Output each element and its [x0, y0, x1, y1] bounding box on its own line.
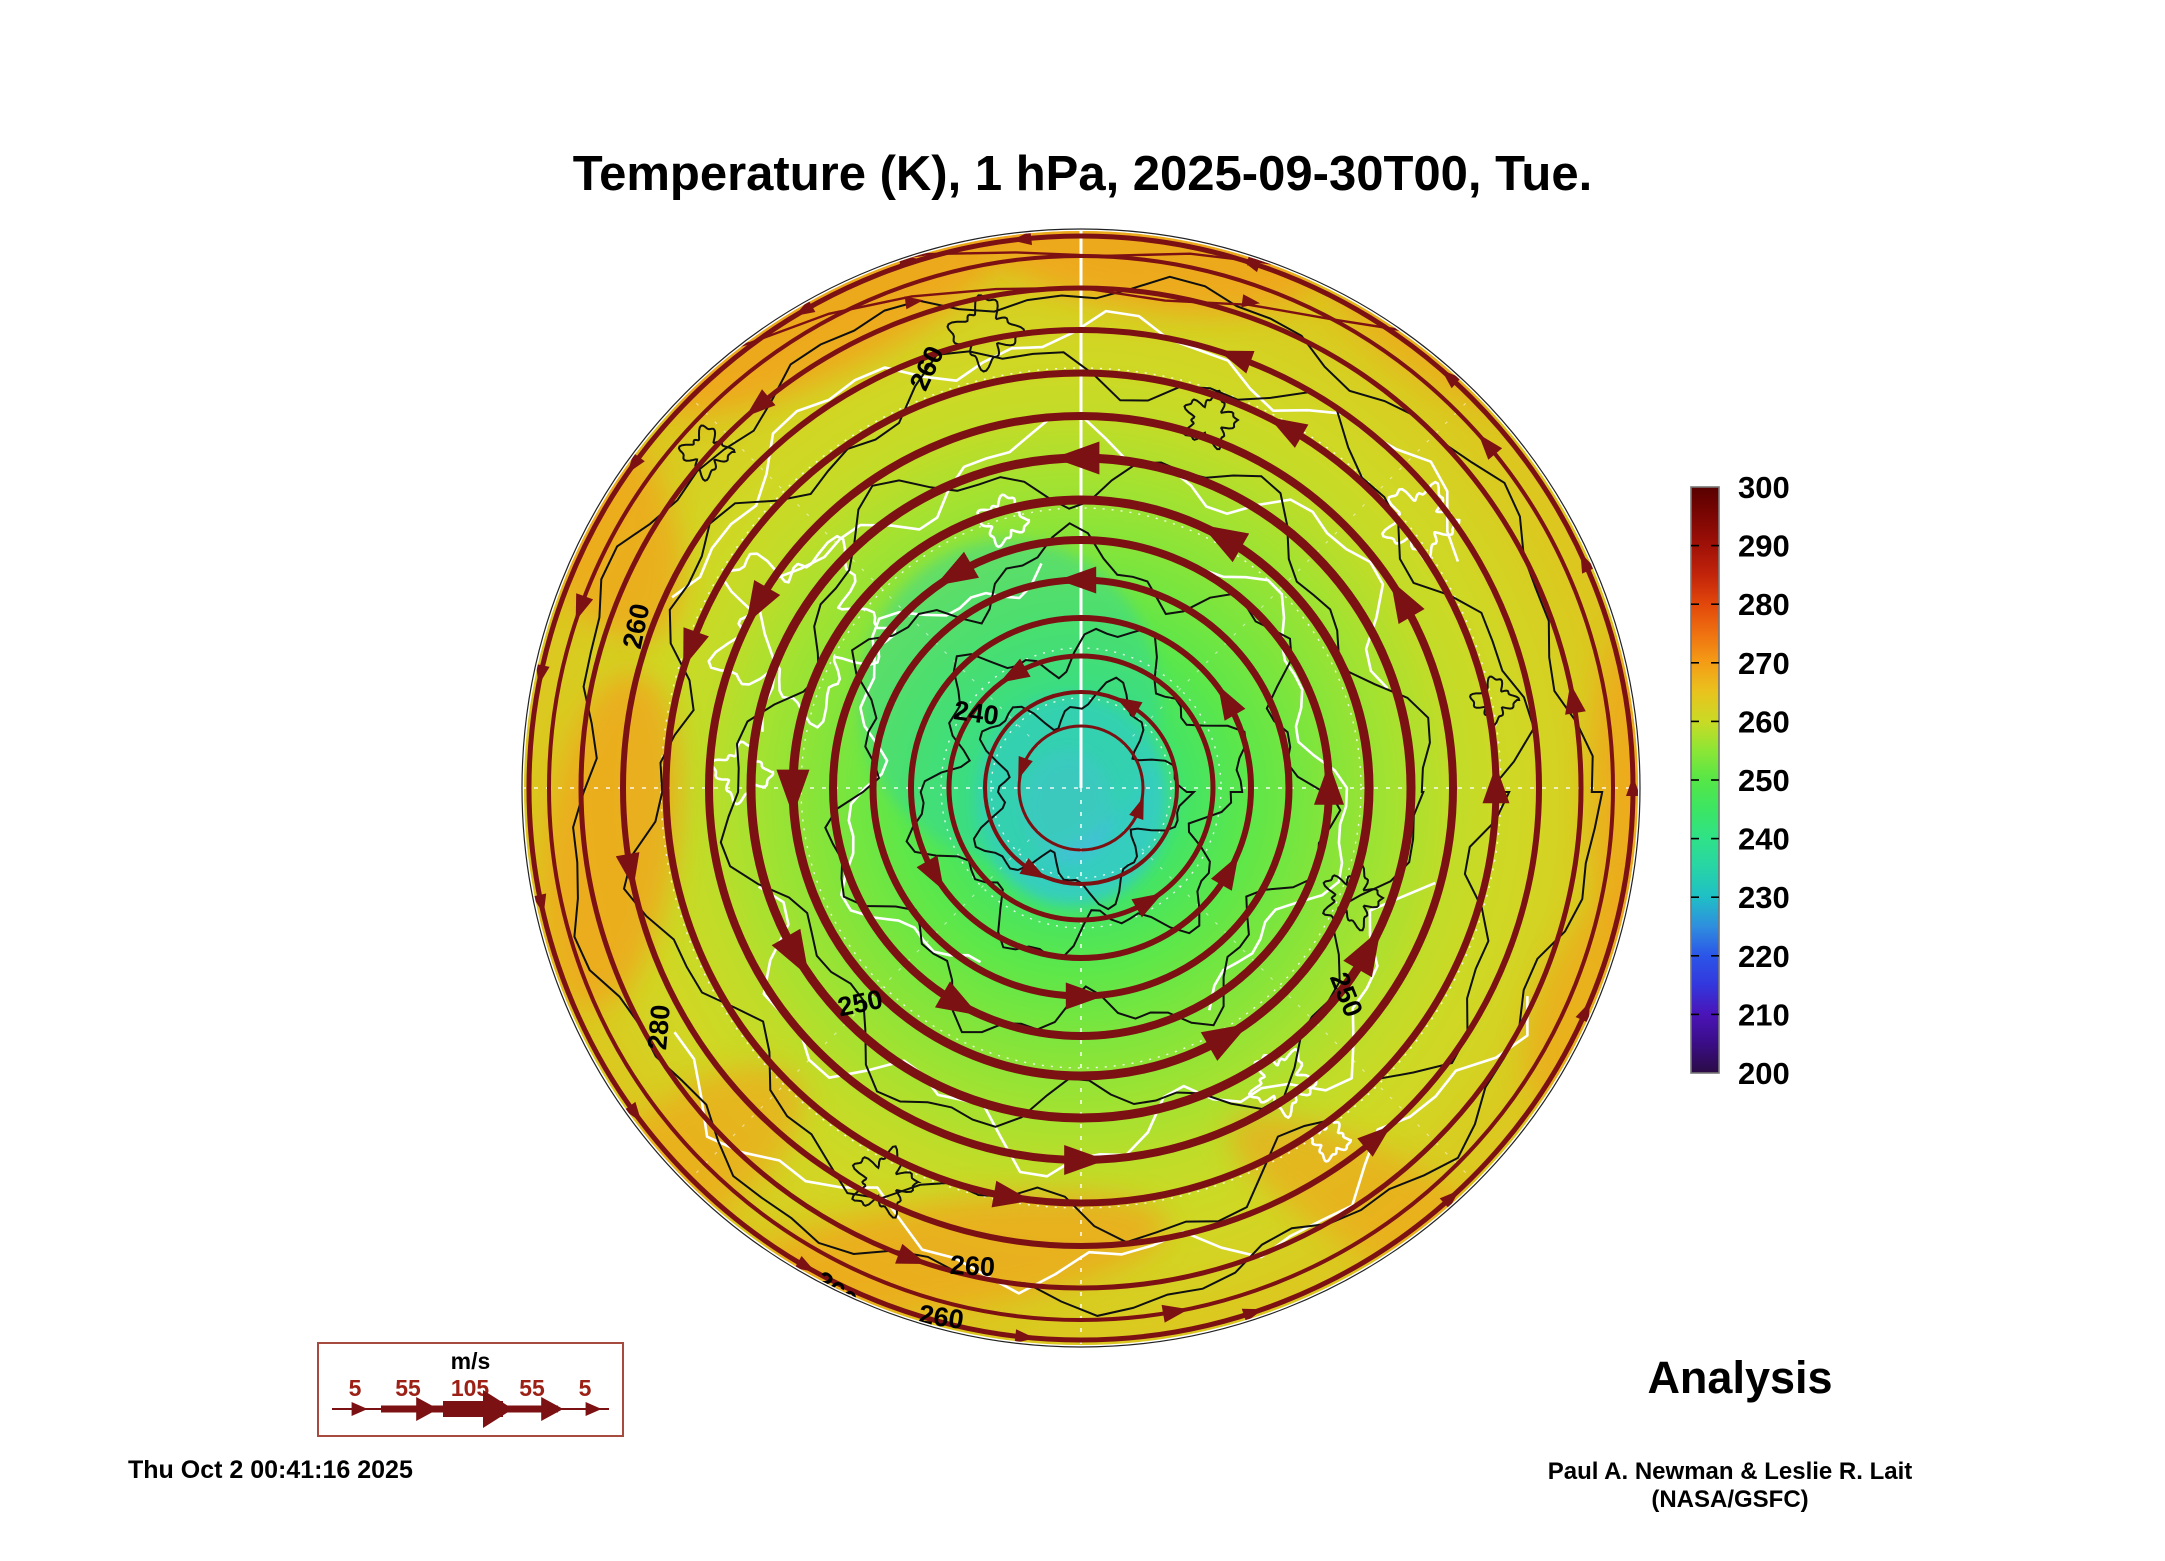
colorbar-tick-label: 240	[1738, 822, 1790, 857]
wind-legend-unit: m/s	[451, 1348, 491, 1374]
contour-label: 260	[1634, 637, 1669, 685]
wind-legend-box	[317, 1342, 624, 1437]
colorbar-tick-label: 280	[1738, 587, 1790, 622]
contour-label: 260	[949, 1250, 996, 1282]
colorbar-tick-label: 260	[1738, 704, 1790, 739]
wind-streamlines	[547, 231, 1615, 1323]
page-title: Temperature (K), 1 hPa, 2025-09-30T00, T…	[572, 147, 1593, 201]
colorbar-tick-label: 220	[1738, 939, 1790, 974]
wind-legend-speed-label: 5	[579, 1375, 592, 1401]
colorbar-tick-label: 300	[1738, 470, 1790, 505]
colorbar: 300 290 280 270 260 250 240 230 220 210 200	[1690, 470, 1790, 1091]
contour-label: 280	[642, 1003, 676, 1051]
colorbar-tick-label: 230	[1738, 880, 1790, 915]
colorbar-tick-label: 290	[1738, 529, 1790, 564]
wind-scale-legend: m/s5 55 105 55 5	[317, 1342, 624, 1437]
wind-legend-speed-label: 55	[395, 1375, 421, 1401]
analysis-label: Analysis	[1647, 1352, 1833, 1403]
wind-legend-speed-label: 5	[349, 1375, 362, 1401]
limb-streamline-ring	[526, 231, 1638, 1344]
colorbar-tick-label: 250	[1738, 763, 1790, 798]
wind-legend-speed-label: 55	[519, 1375, 545, 1401]
colorbar-tick-label: 210	[1738, 997, 1790, 1032]
contour-label: 240	[952, 695, 1001, 731]
wind-legend-speed-label: 105	[451, 1375, 490, 1401]
credit-line: Paul A. Newman & Leslie R. Lait (NASA/GS…	[1547, 1458, 1913, 1513]
map-disk-outline	[521, 228, 1641, 1348]
colorbar-tick-label: 270	[1738, 646, 1790, 681]
generated-timestamp: Thu Oct 2 00:41:16 2025	[128, 1456, 413, 1484]
colorbar-tick-label: 200	[1738, 1056, 1790, 1091]
